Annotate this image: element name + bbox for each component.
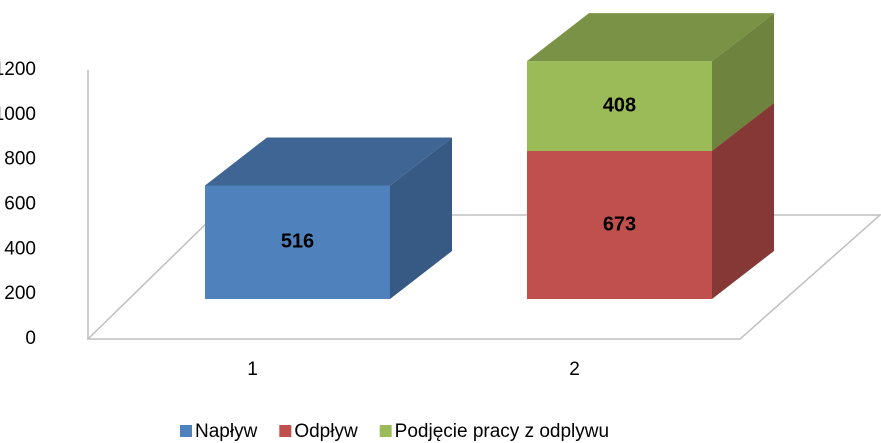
value-label: 673 [603, 213, 636, 235]
bar-front [527, 150, 712, 299]
legend-label: Podjęcie pracy z odplywu [395, 421, 609, 442]
legend-swatch [279, 425, 292, 437]
y-tick-label: 200 [4, 283, 36, 304]
bar-side [712, 102, 774, 299]
x-tick-label: 2 [569, 359, 580, 380]
bar-top [205, 137, 452, 186]
value-label: 516 [281, 231, 314, 253]
bar-front [205, 185, 390, 299]
y-tick-label: 0 [25, 328, 36, 349]
y-tick-label: 800 [4, 149, 36, 170]
bar-side [712, 13, 774, 151]
x-tick-label: 1 [247, 359, 258, 380]
y-tick-label: 400 [4, 238, 36, 259]
y-tick-label: 600 [4, 194, 36, 215]
floor [86, 214, 881, 340]
bar-top [527, 13, 774, 62]
value-label: 408 [603, 94, 636, 116]
legend-swatch [379, 425, 392, 437]
y-tick-label: 1200 [0, 59, 36, 80]
bar-front [527, 61, 712, 151]
legend-label: Napływ [195, 421, 258, 442]
bar-side [390, 137, 452, 299]
legend-label: Odpływ [294, 421, 358, 442]
legend-swatch [180, 425, 192, 437]
y-tick-label: 1000 [0, 104, 36, 125]
